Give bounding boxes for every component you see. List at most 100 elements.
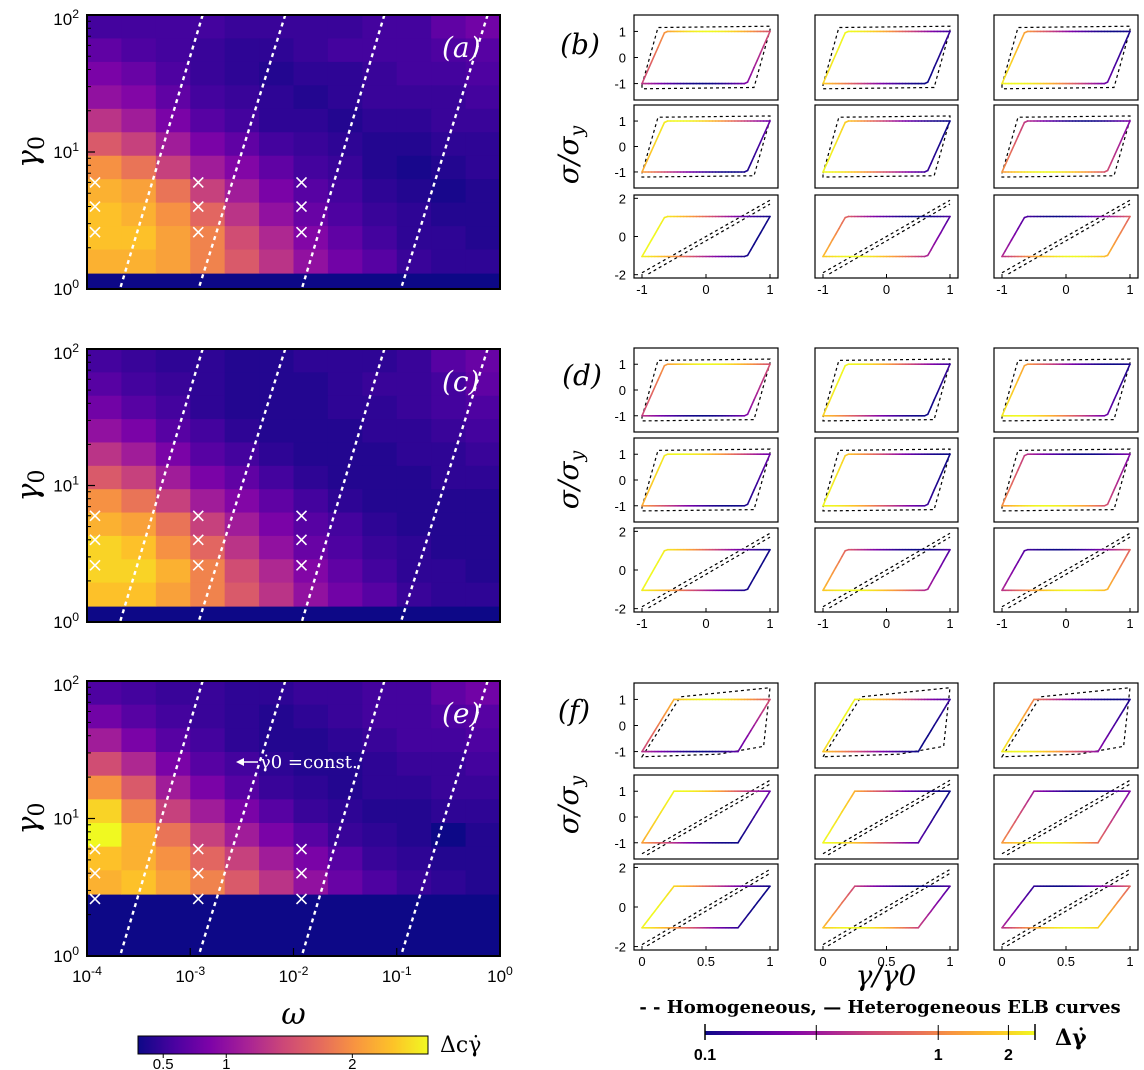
heterogeneous-segment: [641, 836, 647, 844]
heterogeneous-segment: [834, 561, 840, 569]
y-tick-label: 0: [619, 383, 626, 398]
x-tick-label: 0.5: [697, 954, 715, 969]
heterogeneous-segment: [657, 555, 663, 563]
colorbar-tick-label: 1: [934, 1047, 943, 1064]
marker-x: [192, 893, 204, 905]
heterogeneous-segment: [825, 578, 831, 586]
heterogeneous-segment: [765, 698, 771, 706]
heterogeneous-segment: [1110, 243, 1115, 251]
heatmap-cell: [362, 38, 398, 63]
heatmap-cell: [362, 15, 398, 40]
heatmap-cell: [465, 870, 501, 895]
heterogeneous-segment: [1001, 75, 1007, 85]
heterogeneous-segment: [1030, 698, 1035, 706]
heatmap-cell: [362, 61, 398, 86]
marker-x: [89, 510, 101, 522]
heterogeneous-segment: [657, 222, 663, 230]
heatmap-cell: [155, 704, 191, 729]
heatmap-cell: [259, 179, 295, 204]
heatmap-cell: [87, 442, 123, 467]
y-axis-label: σ/σy: [552, 776, 588, 835]
heterogeneous-segment: [660, 549, 666, 558]
homogeneous-curve: [641, 868, 771, 947]
heterogeneous-segment: [759, 560, 765, 568]
heterogeneous-segment: [1001, 407, 1007, 417]
heatmap-cell: [396, 38, 432, 63]
heterogeneous-segment: [945, 790, 951, 798]
loop-frame: [633, 104, 779, 189]
heterogeneous-segment: [930, 906, 935, 913]
heterogeneous-segment: [1017, 719, 1023, 727]
heatmap-cell: [155, 870, 191, 895]
heterogeneous-segment: [1010, 566, 1016, 575]
heatmap-cell: [224, 249, 260, 274]
x-tick-label: 1: [766, 282, 773, 297]
heatmap-cell: [155, 752, 191, 777]
heterogeneous-segment: [942, 460, 948, 470]
x-tick-label: 10-4: [72, 964, 102, 986]
heatmap-cell: [155, 15, 191, 40]
heatmap-cell: [190, 752, 226, 777]
x-tick-label: 1: [1126, 282, 1133, 297]
heterogeneous-segment: [841, 454, 847, 464]
homogeneous-curve: [1001, 199, 1131, 275]
heterogeneous-segment: [650, 821, 656, 829]
heterogeneous-segment: [749, 155, 755, 165]
heterogeneous-segment: [762, 221, 768, 229]
heterogeneous-segment: [644, 831, 650, 839]
heatmap-cell: [293, 419, 329, 444]
heatmap-cell: [259, 15, 295, 40]
heterogeneous-segment: [762, 703, 768, 711]
heterogeneous-segment: [1106, 406, 1112, 416]
heatmap-cell: [465, 61, 501, 86]
heterogeneous-segment: [1013, 469, 1019, 478]
marker-x: [295, 843, 308, 855]
heterogeneous-segment: [939, 893, 945, 900]
heterogeneous-segment: [749, 724, 755, 732]
heterogeneous-segment: [939, 134, 945, 144]
heatmap-cell: [121, 681, 157, 706]
homogeneous-curve: [640, 687, 771, 758]
heterogeneous-segment: [1122, 554, 1128, 562]
x-axis-label: ω: [281, 997, 305, 1032]
heatmap-cell: [121, 15, 157, 40]
heterogeneous-segment: [653, 135, 659, 145]
heterogeneous-segment: [657, 461, 663, 471]
heterogeneous-segment: [653, 469, 659, 478]
heatmap-cell: [465, 704, 501, 729]
marker-x: [295, 200, 308, 213]
loop-frame: [814, 682, 959, 769]
homogeneous-curve: [641, 779, 771, 856]
colorbar-left: [137, 1035, 429, 1055]
heatmap-cell: [327, 395, 363, 420]
heterogeneous-segment: [1106, 162, 1112, 172]
y-tick-label: 101: [53, 140, 79, 162]
heterogeneous-segment: [753, 482, 759, 491]
heterogeneous-segment: [660, 805, 666, 813]
heterogeneous-segment: [650, 53, 656, 63]
heterogeneous-segment: [1116, 52, 1122, 62]
heatmap-cell: [396, 681, 432, 706]
heatmap-cell: [155, 823, 191, 848]
heatmap-cell: [431, 704, 467, 729]
loop-panel: [814, 14, 959, 101]
homogeneous-curve: [822, 25, 951, 90]
heterogeneous-segment: [933, 719, 939, 727]
heatmap-panel-1: (a) 100 101 102 γ0: [11, 7, 501, 299]
heatmap-cell: [396, 559, 432, 584]
loop-panel: [993, 14, 1139, 101]
heterogeneous-segment: [1020, 32, 1026, 41]
heterogeneous-segment: [746, 406, 752, 416]
heatmap-cell: [293, 846, 329, 871]
heterogeneous-segment: [644, 918, 650, 925]
x-tick-label: 1: [766, 954, 773, 969]
heterogeneous-segment: [1122, 221, 1128, 229]
heterogeneous-segment: [666, 795, 672, 803]
heterogeneous-segment: [822, 497, 828, 507]
heterogeneous-segment: [657, 810, 663, 818]
heterogeneous-segment: [1013, 816, 1019, 824]
heatmap-cell: [87, 108, 123, 133]
annotation-arrowhead: [236, 758, 244, 766]
heterogeneous-segment: [1106, 910, 1112, 917]
heterogeneous-segment: [1004, 157, 1010, 166]
